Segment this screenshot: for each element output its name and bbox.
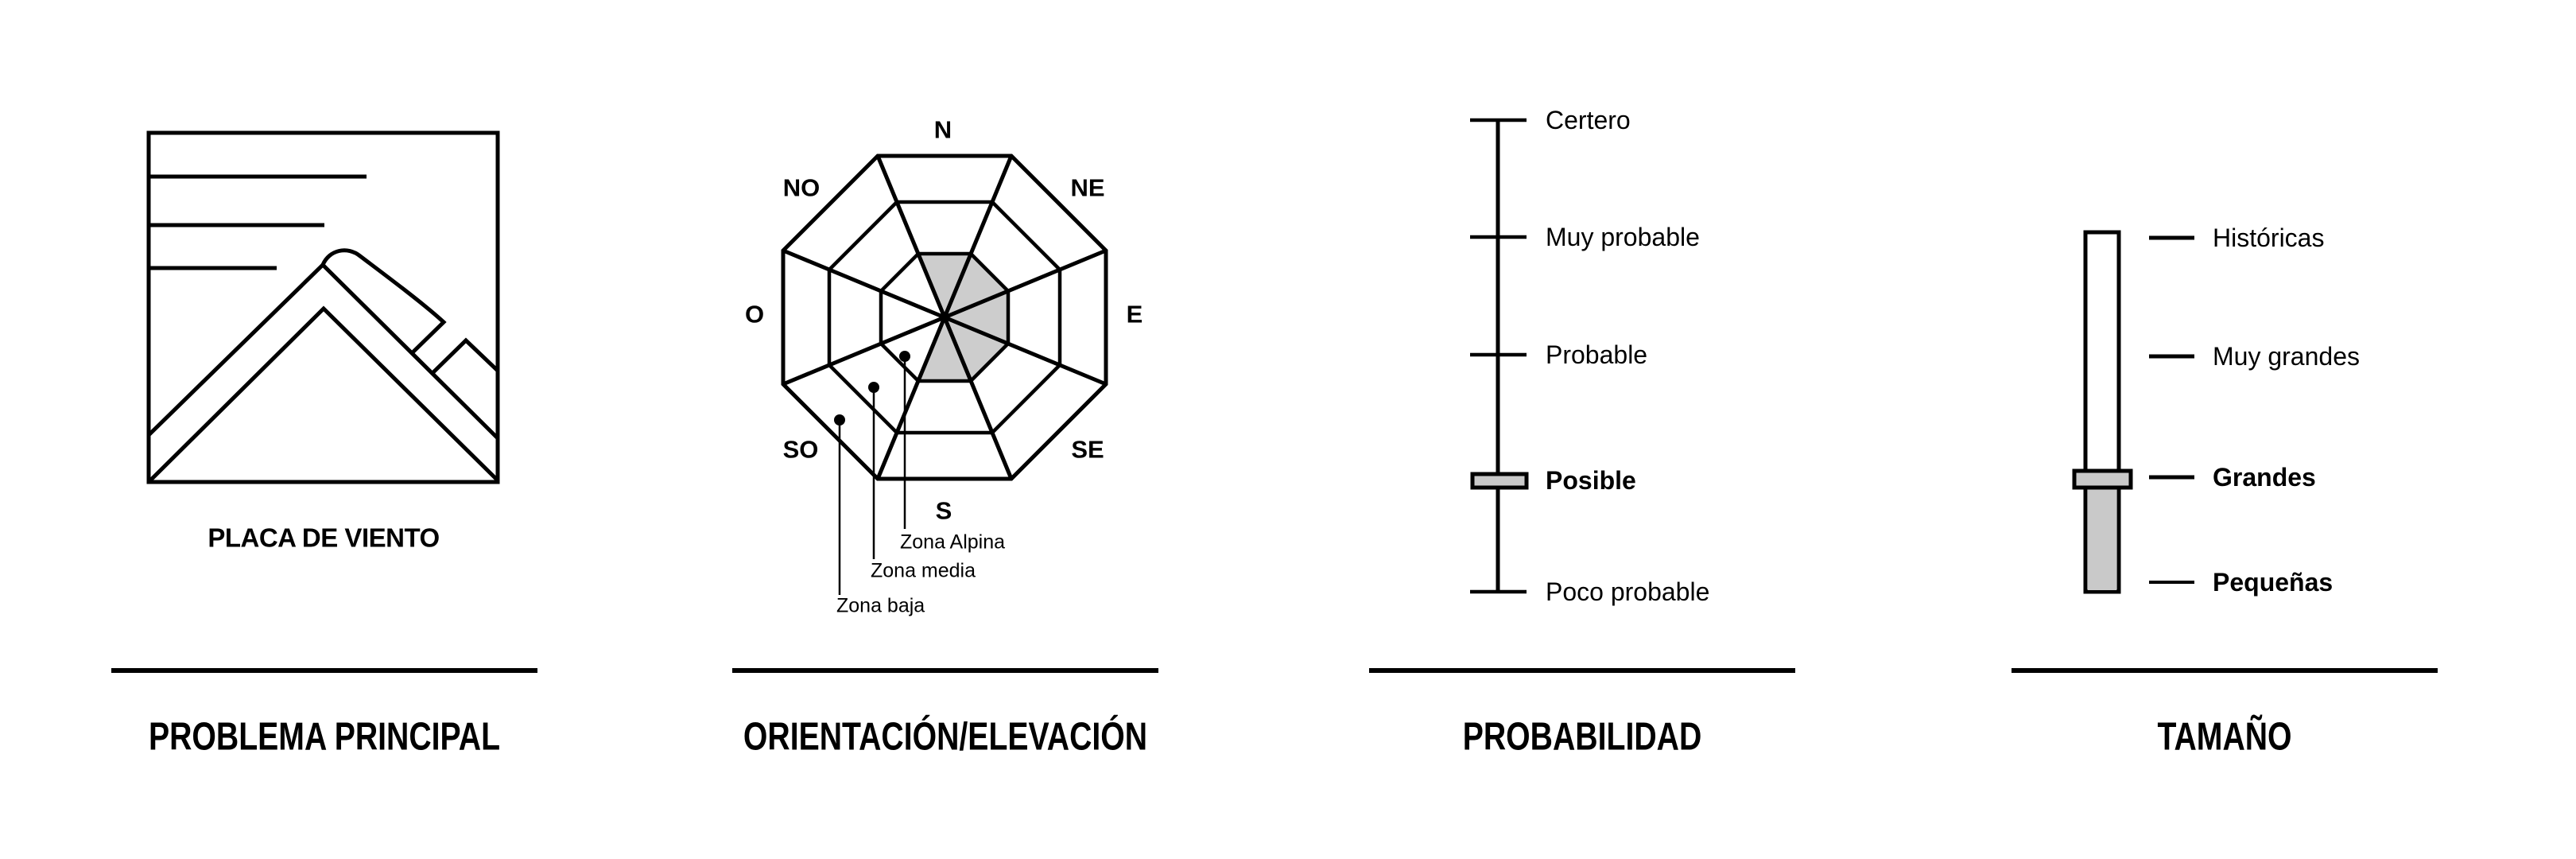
size-gauge [2072, 230, 2194, 594]
panel-title-tamano: TAMAÑO [2157, 715, 2292, 759]
sector-line [942, 317, 1014, 480]
size-bar-fill [2088, 485, 2116, 590]
sector-line [944, 248, 1107, 320]
zone-label-alpina: Zona Alpina [900, 531, 1006, 554]
direction-label-se: SE [1071, 435, 1104, 464]
problem-value-label: PLACA DE VIENTO [208, 523, 440, 553]
size-level-label-selected: Pequeñas [2213, 568, 2334, 597]
zone-label-baja: Zona baja [836, 594, 925, 617]
probability-level-label: Muy probable [1546, 223, 1700, 251]
cornice-shape [320, 248, 447, 356]
panel-title-problema: PROBLEMA PRINCIPAL [148, 715, 501, 759]
section-divider [1369, 668, 1795, 673]
size-slider-handle [2072, 468, 2133, 490]
probability-level-label: Poco probable [1546, 577, 1710, 606]
probability-level-label-selected: Posible [1546, 466, 1636, 495]
probability-scale [1470, 118, 1529, 594]
selected-sectors-fill [918, 254, 1008, 381]
panel-title-probabilidad: PROBABILIDAD [1462, 715, 1702, 759]
mountain-inner-ridge [147, 305, 499, 484]
mountain-outer-ridge [147, 262, 499, 440]
section-divider [2012, 668, 2438, 673]
sector-line [944, 315, 1107, 387]
direction-label-e: E [1126, 300, 1143, 328]
sector-line [875, 317, 947, 480]
size-level-label-selected: Grandes [2213, 463, 2316, 492]
probability-level-label: Certero [1546, 106, 1631, 134]
sector-line [782, 315, 945, 387]
direction-label-ne: NE [1070, 173, 1105, 202]
direction-label-so: SO [782, 435, 819, 464]
zone-callout-dot-alpina [899, 351, 910, 362]
probability-level-label: Probable [1546, 340, 1648, 369]
sector-line [875, 155, 947, 318]
panel-title-orientacion: ORIENTACIÓN/ELEVACIÓN [743, 715, 1148, 759]
sector-line [942, 155, 1014, 318]
zone-callout-dot-baja [834, 414, 845, 426]
section-divider [732, 668, 1158, 673]
direction-label-o: O [744, 300, 765, 328]
sector-line [782, 248, 945, 320]
compass-rose-diagram [781, 154, 1108, 595]
direction-label-no: NO [782, 173, 821, 202]
zone-callout-dot-media [868, 382, 879, 393]
section-divider [111, 668, 537, 673]
direction-label-n: N [933, 115, 952, 144]
probability-selection-marker [1470, 472, 1529, 490]
zone-label-media: Zona media [871, 559, 976, 582]
icon-frame [146, 130, 500, 484]
size-level-label: Muy grandes [2213, 342, 2360, 371]
size-level-label: Históricas [2213, 223, 2325, 252]
secondary-peak [430, 337, 499, 375]
direction-label-s: S [935, 496, 952, 525]
wind-slab-mountain-icon [146, 130, 500, 484]
